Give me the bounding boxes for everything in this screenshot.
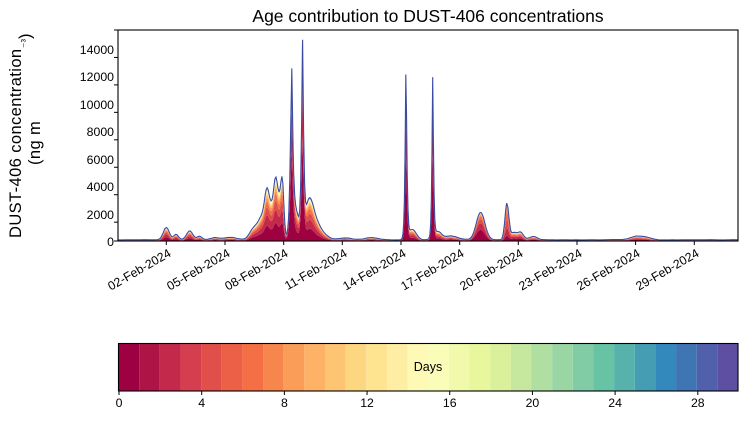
- svg-text:Days: Days: [414, 360, 442, 374]
